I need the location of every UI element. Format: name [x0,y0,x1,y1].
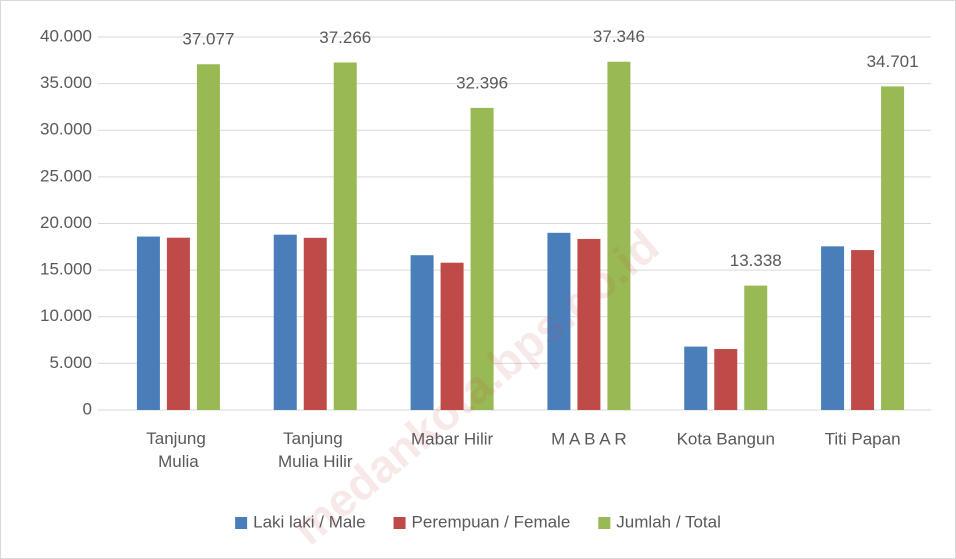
bar [684,346,708,410]
legend-label: Perempuan / Female [412,512,571,531]
y-tick-label: 30.000 [40,120,92,139]
x-tick-label: Kota Bangun [677,429,775,448]
legend-swatch [235,517,248,529]
x-tick-label: Mabar Hilir [411,429,494,448]
x-tick-label: M A B A R [551,429,627,448]
bar [440,262,464,410]
bar [470,107,494,411]
y-tick-label: 15.000 [40,260,92,279]
data-label: 34.701 [867,52,919,71]
bar [821,246,845,410]
y-tick-label: 25.000 [40,166,92,185]
x-tick-label: Titi Papan [825,429,901,448]
x-tick-label: Tanjung Mulia Hilir [278,429,353,471]
legend-label: Jumlah / Total [616,512,721,531]
bar [166,237,190,410]
legend: Laki laki / Male Perempuan / Female Jumlah… [235,512,721,531]
y-tick-label: 40.000 [40,26,92,45]
y-tick-label: 5.000 [49,353,92,372]
y-tick-label: 10.000 [40,306,92,325]
legend-swatch [393,517,406,529]
bar [851,250,875,410]
bar [714,349,738,410]
bar [273,234,297,410]
y-tick-label: 35.000 [40,73,92,92]
bar [744,285,768,410]
bar [410,255,434,410]
bar [333,62,357,411]
data-label: 37.266 [319,28,371,47]
y-tick-label: 20.000 [40,213,92,232]
bar [547,232,571,410]
legend-label: Laki laki / Male [253,512,365,531]
bar [607,61,631,411]
bar [196,64,220,411]
bar [136,236,160,410]
bar [577,238,601,410]
data-label: 37.346 [593,27,645,46]
bar [303,237,327,410]
bar [881,86,905,410]
legend-swatch [598,517,611,529]
data-label: 37.077 [182,30,234,49]
x-tick-label: Tanjung Mulia [146,429,210,471]
y-tick-label: 0 [83,399,92,418]
data-label: 32.396 [456,73,508,92]
data-label: 13.338 [730,251,782,270]
